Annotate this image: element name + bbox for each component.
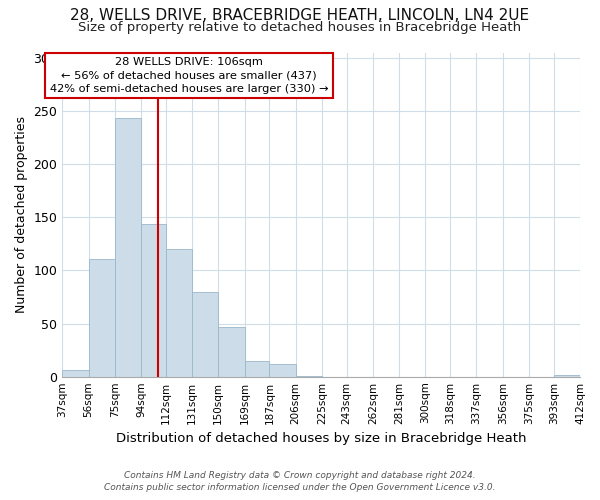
Text: Size of property relative to detached houses in Bracebridge Heath: Size of property relative to detached ho…	[79, 21, 521, 34]
Text: 28, WELLS DRIVE, BRACEBRIDGE HEATH, LINCOLN, LN4 2UE: 28, WELLS DRIVE, BRACEBRIDGE HEATH, LINC…	[70, 8, 530, 22]
Bar	[62, 370, 89, 376]
Bar	[89, 258, 115, 376]
Bar	[269, 364, 296, 376]
X-axis label: Distribution of detached houses by size in Bracebridge Heath: Distribution of detached houses by size …	[116, 432, 526, 445]
Y-axis label: Number of detached properties: Number of detached properties	[15, 116, 28, 313]
Bar	[218, 326, 245, 376]
Text: Contains HM Land Registry data © Crown copyright and database right 2024.
Contai: Contains HM Land Registry data © Crown c…	[104, 471, 496, 492]
Bar	[115, 118, 141, 376]
Bar	[192, 292, 218, 376]
Bar	[166, 249, 192, 376]
Bar	[141, 224, 166, 376]
Text: 28 WELLS DRIVE: 106sqm
← 56% of detached houses are smaller (437)
42% of semi-de: 28 WELLS DRIVE: 106sqm ← 56% of detached…	[50, 58, 328, 94]
Bar	[554, 374, 580, 376]
Bar	[245, 360, 269, 376]
